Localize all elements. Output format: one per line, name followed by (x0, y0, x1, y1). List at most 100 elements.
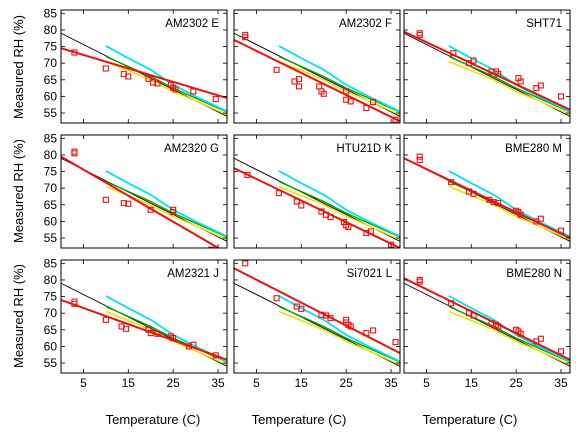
data-point (125, 73, 132, 80)
y-tick-label: 65 (44, 323, 58, 337)
data-point (470, 57, 477, 64)
fit-line-red (61, 298, 227, 361)
fit-line-red (234, 39, 400, 123)
reference-curve-cyan (278, 45, 400, 113)
data-point (448, 300, 455, 307)
data-point (147, 330, 154, 337)
x-tick-label: 35 (211, 376, 225, 390)
y-tick-label: 85 (44, 6, 58, 20)
y-tick-label: 70 (44, 181, 58, 195)
y-tick-label: 80 (44, 273, 58, 287)
chart-panel: 55 60 65 70 75 80 85 AM2320 G (44, 131, 228, 249)
plot-frame (403, 9, 571, 124)
chart-panel: 55 60 65 70 75 80 85 AM2302 E (44, 6, 228, 124)
data-point (363, 104, 370, 112)
data-point (495, 70, 502, 77)
plot-area (61, 32, 227, 117)
reference-curve-cyan (105, 170, 227, 238)
reference-curve-yellow (105, 60, 227, 116)
data-point (495, 323, 502, 330)
data-point (370, 327, 377, 334)
data-point (347, 98, 354, 105)
data-point (190, 341, 197, 348)
plot-frame (60, 134, 228, 249)
plot-area (234, 31, 400, 123)
y-tick-label: 60 (44, 339, 58, 353)
plot-area (404, 30, 570, 117)
data-point (71, 49, 78, 56)
data-point (298, 305, 305, 312)
chart-panel: HTU21D K (233, 134, 401, 249)
reference-curve-yellow (448, 310, 570, 366)
plot-area (404, 276, 570, 367)
data-point (327, 315, 334, 322)
x-tick-label: 5 (253, 376, 260, 390)
x-tick-label: 25 (509, 376, 523, 390)
data-point (170, 209, 177, 216)
reference-curve-cyan (278, 170, 400, 238)
reference-curve-cyan (105, 45, 227, 113)
reference-curve-yellow (448, 60, 570, 116)
data-point (537, 335, 544, 342)
chart-panel: 5 15 25 35 Si7021 L (233, 259, 401, 390)
data-point (416, 156, 423, 163)
data-point (296, 83, 303, 90)
fit-line-red (61, 47, 227, 100)
plot-area (234, 260, 400, 367)
y-tick-label: 55 (44, 356, 58, 370)
data-point (537, 82, 544, 89)
data-point (367, 228, 374, 235)
y-axis-title: Measured RH (%) (11, 15, 26, 119)
data-point (208, 246, 215, 248)
x-axis-title: Temperature (C) (252, 412, 347, 427)
y-axis-title: Measured RH (%) (11, 264, 26, 368)
data-point (450, 50, 457, 57)
data-point (345, 224, 352, 231)
data-point (102, 65, 109, 72)
x-tick-label: 35 (554, 376, 568, 390)
data-point (392, 116, 399, 123)
y-tick-label: 60 (44, 89, 58, 103)
x-axis-title: Temperature (C) (106, 412, 201, 427)
chart-panel: SHT71 (403, 9, 571, 124)
reference-curve-yellow (105, 185, 227, 241)
data-point (343, 88, 350, 95)
data-point (557, 348, 565, 355)
data-point (318, 208, 325, 215)
reference-curve-green (278, 305, 400, 363)
data-point (416, 276, 423, 283)
x-tick-label: 5 (423, 376, 430, 390)
reference-curve-green (278, 180, 400, 238)
x-tick-label: 15 (465, 376, 479, 390)
data-point (316, 83, 323, 90)
data-point (557, 93, 565, 100)
data-point (102, 196, 109, 203)
data-point (495, 200, 502, 207)
y-tick-label: 65 (44, 198, 58, 212)
data-point (71, 300, 78, 307)
plot-frame (403, 259, 571, 374)
panel-title: Si7021 L (347, 268, 393, 280)
data-point (212, 352, 219, 359)
reference-curve-yellow (278, 60, 400, 116)
fit-line-red (404, 30, 570, 111)
data-point (154, 80, 161, 87)
chart-panel: BME280 M (403, 134, 571, 249)
reference-curve-cyan (278, 295, 400, 363)
data-point (102, 316, 109, 323)
x-tick-label: 25 (166, 376, 180, 390)
data-point (244, 171, 251, 178)
reference-curve-green (105, 180, 227, 238)
chart-panel: 5 15 25 35 BME280 N (403, 259, 571, 390)
reference-curve-green (448, 55, 570, 113)
reference-curve-cyan (105, 295, 227, 363)
y-tick-label: 85 (44, 131, 58, 145)
data-point (416, 31, 423, 38)
data-point (298, 202, 305, 209)
data-point (416, 278, 423, 285)
data-point (392, 339, 399, 346)
fit-line-red (61, 155, 221, 248)
x-tick-label: 35 (384, 376, 398, 390)
plot-frame (60, 259, 228, 374)
